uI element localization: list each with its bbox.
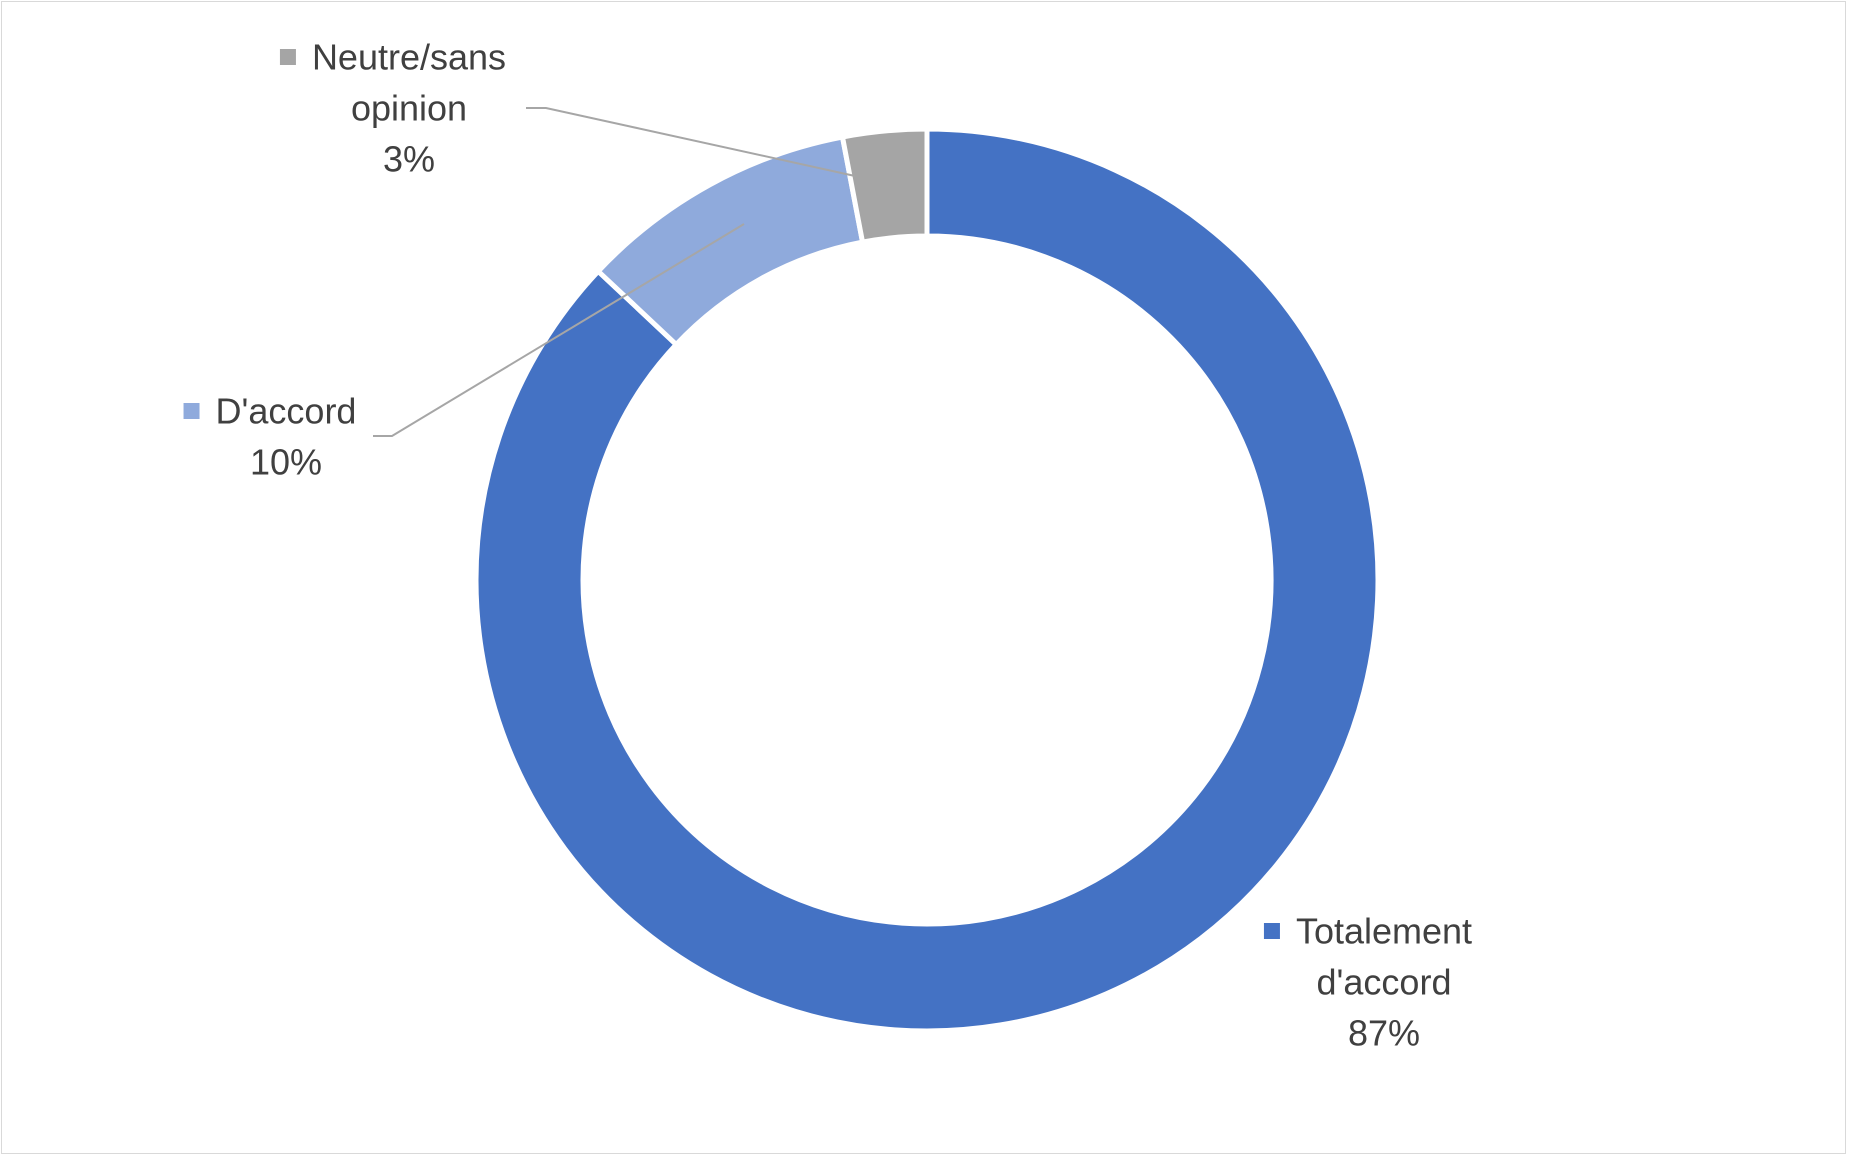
- data-label-text: opinion: [351, 88, 467, 129]
- leader-line-neutre-sans-opinion: [526, 107, 856, 177]
- data-labels-layer: Totalement d'accord 87% D'accord 10% Neutre/s…: [183, 37, 1472, 1054]
- data-label-text: d'accord: [1317, 962, 1452, 1003]
- legend-key-totalement-d-accord: [1263, 923, 1280, 939]
- data-label-totalement-d-accord: Totalement d'accord 87%: [1263, 911, 1472, 1054]
- legend-key-neutre-sans-opinion: [279, 49, 296, 65]
- slice-neutre-sans-opinion: [839, 126, 930, 245]
- data-label-value: 3%: [383, 139, 435, 180]
- data-label-d-accord: D'accord 10%: [183, 391, 357, 483]
- data-label-value: 87%: [1348, 1013, 1420, 1054]
- slices-layer: [473, 126, 1381, 1034]
- legend-key-d-accord: [183, 403, 200, 419]
- data-label-neutre-sans-opinion: Neutre/sans opinion 3%: [279, 37, 506, 180]
- slice-totalement-d-accord: [473, 126, 1381, 1034]
- leader-lines-layer: [373, 107, 856, 437]
- leader-line-d-accord: [373, 223, 745, 437]
- data-label-text: D'accord: [216, 391, 357, 432]
- data-label-value: 10%: [250, 442, 322, 483]
- data-label-text: Neutre/sans: [312, 37, 506, 78]
- data-label-text: Totalement: [1296, 911, 1472, 952]
